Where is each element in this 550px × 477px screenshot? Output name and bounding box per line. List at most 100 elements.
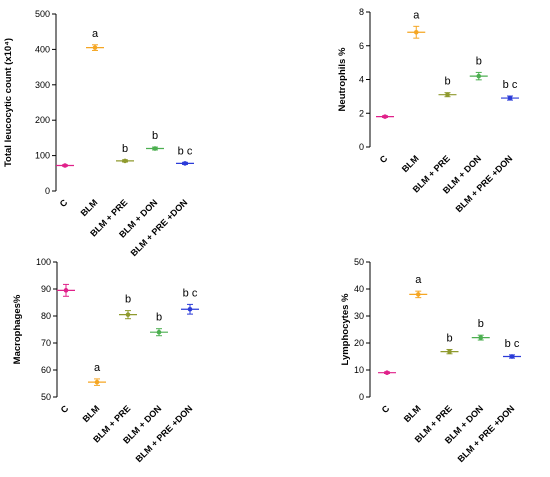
- data-marker: [182, 161, 188, 166]
- y-tick-label: 0: [359, 392, 364, 402]
- significance-label: a: [415, 274, 422, 286]
- data-marker: [445, 92, 450, 97]
- y-tick-label: 100: [36, 257, 51, 267]
- data-marker: [62, 163, 68, 168]
- x-category-label: BLM + PRE +DON: [129, 197, 190, 258]
- y-axis-title: Total leucocytic count (x10⁴): [3, 38, 14, 167]
- data-marker: [478, 335, 484, 340]
- data-marker: [92, 45, 98, 50]
- x-category-label: BLM + PRE +DON: [134, 403, 195, 464]
- data-point-1: [57, 283, 75, 297]
- data-point-2: a: [86, 28, 104, 51]
- data-marker: [415, 292, 421, 297]
- data-point-2: a: [409, 274, 428, 299]
- x-category-label: BLM: [400, 153, 421, 174]
- data-point-1: [378, 370, 396, 376]
- data-point-5: b c: [501, 79, 519, 101]
- y-axis-title: Neutrophils %: [337, 47, 348, 111]
- data-point-4: b: [146, 130, 164, 151]
- x-category-label: C: [59, 403, 71, 415]
- y-tick-label: 500: [35, 9, 50, 19]
- significance-label: b: [446, 332, 452, 344]
- x-category-label: BLM: [79, 197, 100, 218]
- x-category-label: BLM: [402, 403, 423, 424]
- data-point-2: a: [88, 362, 106, 386]
- significance-label: a: [94, 362, 101, 374]
- x-category-label: BLM + PRE +DON: [456, 403, 517, 464]
- y-tick-label: 100: [35, 151, 50, 161]
- data-point-2: a: [407, 9, 426, 39]
- data-marker: [94, 379, 100, 385]
- y-tick-label: 50: [41, 392, 51, 402]
- data-marker: [152, 146, 158, 151]
- data-marker: [476, 73, 482, 79]
- significance-label: b: [444, 76, 450, 88]
- x-category-label: C: [378, 153, 390, 165]
- data-marker: [507, 95, 513, 101]
- y-tick-label: 60: [41, 365, 51, 375]
- y-tick-label: 70: [41, 338, 51, 348]
- y-tick-label: 40: [354, 284, 364, 294]
- significance-label: b: [125, 294, 131, 306]
- data-point-3: b: [119, 294, 137, 320]
- y-tick-label: 0: [359, 142, 364, 152]
- y-tick-label: 4: [359, 75, 364, 85]
- data-point-4: b: [469, 55, 488, 81]
- data-marker: [122, 158, 128, 164]
- y-tick-label: 200: [35, 115, 50, 125]
- significance-label: b: [152, 130, 158, 142]
- y-tick-label: 6: [359, 41, 364, 51]
- x-category-label: C: [380, 403, 392, 415]
- y-axis-title: Lymphocytes %: [340, 293, 351, 366]
- data-point-5: b c: [503, 338, 521, 359]
- data-marker: [384, 370, 390, 376]
- y-tick-label: 30: [354, 311, 364, 321]
- y-tick-label: 300: [35, 80, 50, 90]
- significance-label: b c: [503, 79, 518, 91]
- chart-panel-1: 0 100 200 300 400 500 Total leucocytic count (…: [3, 9, 194, 258]
- data-point-5: b c: [176, 145, 194, 166]
- y-axis-title: Macrophages%: [12, 294, 23, 364]
- significance-label: b: [478, 318, 484, 330]
- data-point-1: [376, 114, 394, 119]
- significance-label: a: [413, 9, 420, 21]
- data-point-1: [56, 163, 74, 168]
- data-point-3: b: [438, 76, 457, 98]
- y-tick-label: 10: [354, 365, 364, 375]
- significance-label: b c: [178, 145, 193, 157]
- data-point-4: b: [471, 318, 490, 341]
- y-tick-label: 2: [359, 108, 364, 118]
- significance-label: b: [122, 143, 128, 155]
- data-marker: [125, 312, 131, 317]
- data-marker: [413, 29, 419, 35]
- significance-label: b: [156, 312, 162, 324]
- data-marker: [63, 288, 69, 293]
- data-point-3: b: [116, 143, 134, 164]
- data-point-4: b: [150, 312, 168, 337]
- significance-label: b c: [183, 287, 198, 299]
- data-marker: [382, 114, 388, 119]
- x-category-label: C: [58, 197, 70, 209]
- data-marker: [509, 354, 515, 359]
- y-tick-label: 20: [354, 338, 364, 348]
- y-tick-label: 400: [35, 44, 50, 54]
- data-point-3: b: [440, 332, 459, 355]
- data-marker: [156, 329, 162, 335]
- significance-label: b: [476, 55, 482, 67]
- data-marker: [447, 349, 452, 354]
- significance-label: a: [92, 28, 99, 40]
- significance-label: b c: [505, 338, 520, 350]
- y-tick-label: 80: [41, 311, 51, 321]
- data-point-5: b c: [181, 287, 199, 315]
- y-tick-label: 90: [41, 284, 51, 294]
- y-tick-label: 8: [359, 7, 364, 17]
- data-marker: [187, 306, 193, 312]
- x-category-label: BLM + PRE +DON: [454, 153, 515, 214]
- x-category-label: BLM: [81, 403, 102, 424]
- y-tick-label: 50: [354, 257, 364, 267]
- y-tick-label: 0: [45, 186, 50, 196]
